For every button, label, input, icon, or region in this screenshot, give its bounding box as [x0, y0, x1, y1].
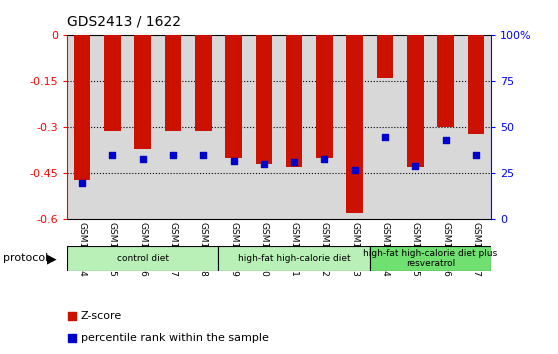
Bar	[316, 35, 333, 158]
Bar	[400, 35, 430, 219]
Point	[290, 160, 299, 165]
Text: high-fat high-calorie diet: high-fat high-calorie diet	[238, 254, 350, 263]
Bar	[461, 35, 491, 219]
Point	[411, 163, 420, 169]
Bar	[74, 35, 90, 179]
Point	[229, 158, 238, 164]
Bar	[309, 35, 340, 219]
Point	[259, 161, 268, 167]
Bar	[437, 35, 454, 127]
Bar	[158, 35, 188, 219]
Point	[278, 210, 287, 216]
Bar	[128, 35, 158, 219]
Text: percentile rank within the sample: percentile rank within the sample	[80, 333, 268, 343]
Bar	[134, 35, 151, 149]
Point	[350, 167, 359, 173]
Text: control diet: control diet	[117, 254, 169, 263]
Point	[199, 152, 208, 158]
Bar	[377, 35, 393, 78]
Point	[108, 152, 117, 158]
Point	[381, 134, 389, 139]
Text: protocol: protocol	[3, 253, 48, 263]
Point	[78, 180, 86, 185]
Bar	[468, 35, 484, 133]
Bar	[188, 35, 218, 219]
Text: high-fat high-calorie diet plus
resveratrol: high-fat high-calorie diet plus resverat…	[363, 249, 498, 268]
Bar	[225, 35, 242, 158]
Bar	[67, 246, 218, 271]
Bar	[340, 35, 370, 219]
Point	[441, 137, 450, 143]
Bar	[97, 35, 128, 219]
Bar	[430, 35, 461, 219]
Bar	[195, 35, 211, 131]
Point	[320, 156, 329, 161]
Bar	[165, 35, 181, 131]
Bar	[347, 35, 363, 213]
Bar	[249, 35, 279, 219]
Bar	[370, 35, 400, 219]
Text: Z-score: Z-score	[80, 311, 122, 321]
Bar	[279, 35, 309, 219]
Bar	[218, 246, 370, 271]
Point	[472, 152, 480, 158]
Bar	[370, 246, 491, 271]
Bar	[256, 35, 272, 164]
Bar	[218, 35, 249, 219]
Point	[138, 156, 147, 161]
Point	[278, 7, 287, 13]
Point	[169, 152, 177, 158]
Text: ▶: ▶	[47, 252, 57, 265]
Bar	[407, 35, 424, 167]
Bar	[286, 35, 302, 167]
Bar	[104, 35, 121, 131]
Bar	[67, 35, 97, 219]
Text: GDS2413 / 1622: GDS2413 / 1622	[67, 14, 181, 28]
